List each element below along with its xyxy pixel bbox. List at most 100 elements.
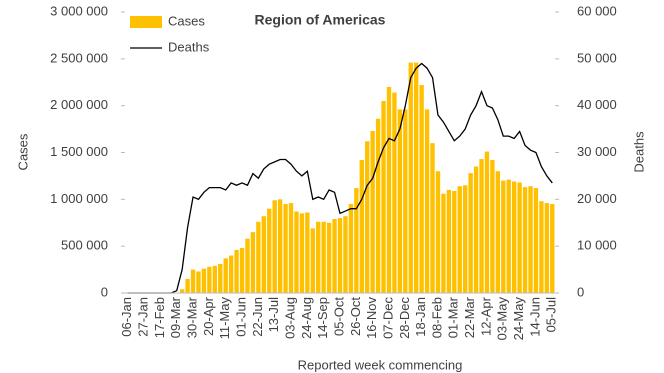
bar xyxy=(403,109,408,293)
y2-tick-label: 50 000 xyxy=(577,50,617,65)
x-tick-label: 03-May xyxy=(495,297,510,341)
bar xyxy=(239,248,245,293)
bar xyxy=(375,118,381,293)
bar xyxy=(179,289,185,293)
bar xyxy=(288,203,294,293)
x-tick-label: 05-Jul xyxy=(544,297,559,333)
y2-tick-label: 10 000 xyxy=(577,238,617,253)
x-tick-label: 14-Sep xyxy=(315,297,330,339)
bar xyxy=(283,204,288,293)
legend-label: Deaths xyxy=(168,39,210,54)
bar xyxy=(528,186,533,293)
bar xyxy=(397,109,403,293)
bar xyxy=(250,232,256,293)
x-axis-label: Reported week commencing xyxy=(298,357,463,372)
bar xyxy=(517,182,522,293)
bar xyxy=(332,219,337,293)
bar xyxy=(490,159,495,293)
bar xyxy=(321,221,326,293)
bar xyxy=(272,200,277,293)
bar xyxy=(441,193,446,293)
y-tick-label: 1 000 000 xyxy=(50,191,108,206)
chart-title: Region of Americas xyxy=(255,12,386,28)
bar xyxy=(256,221,261,293)
bar xyxy=(277,199,283,293)
x-tick-label: 01-Mar xyxy=(446,296,461,338)
x-tick-label: 07-Dec xyxy=(380,297,395,339)
x-tick-label: 27-Jan xyxy=(135,297,150,337)
x-tick-label: 03-Aug xyxy=(282,297,297,339)
x-tick-label: 08-Feb xyxy=(429,297,444,338)
bar xyxy=(310,228,315,293)
deaths-line xyxy=(127,62,553,294)
y-tick-label: 500 000 xyxy=(61,238,108,253)
bar xyxy=(218,263,223,293)
bar xyxy=(185,278,190,293)
bar xyxy=(435,171,441,293)
bar xyxy=(484,151,490,293)
bar xyxy=(267,208,272,293)
x-tick-label: 26-Oct xyxy=(348,297,363,336)
x-tick-label: 18-Jan xyxy=(413,297,428,337)
y-tick-label: 2 500 000 xyxy=(50,50,108,65)
bar xyxy=(326,222,332,293)
y2-tick-label: 0 xyxy=(577,284,584,299)
bar xyxy=(468,173,473,293)
x-tick-label: 17-Feb xyxy=(152,297,167,338)
bar xyxy=(501,180,506,293)
bar xyxy=(354,188,359,293)
bar xyxy=(550,204,555,293)
bar xyxy=(392,92,397,293)
legend-label: Cases xyxy=(168,13,205,28)
x-tick-label: 24-May xyxy=(511,297,526,341)
bar xyxy=(234,249,239,293)
bar xyxy=(522,187,528,293)
x-tick-label: 09-Mar xyxy=(168,296,183,338)
bar xyxy=(539,201,544,293)
x-tick-label: 01-Jun xyxy=(233,297,248,337)
bar xyxy=(343,216,348,293)
bar xyxy=(419,85,424,293)
bar xyxy=(544,203,550,293)
bar xyxy=(348,204,354,293)
bar xyxy=(457,186,462,293)
x-tick-label: 20-Apr xyxy=(201,296,216,336)
y-tick-label: 0 xyxy=(101,284,108,299)
bar xyxy=(495,171,501,293)
bar xyxy=(370,130,375,293)
bar xyxy=(196,271,201,293)
y2-tick-label: 40 000 xyxy=(577,97,617,112)
bar xyxy=(316,221,321,293)
bar xyxy=(446,189,452,293)
y-axis-label: Cases xyxy=(15,133,30,170)
bar xyxy=(261,216,266,293)
bar xyxy=(381,100,386,293)
bar xyxy=(506,179,511,293)
x-tick-label: 11-May xyxy=(217,297,232,340)
bar xyxy=(386,86,392,293)
bar xyxy=(473,166,479,293)
x-tick-label: 06-Jan xyxy=(119,297,134,337)
bar xyxy=(212,265,217,293)
x-tick-label: 14-Jun xyxy=(527,297,542,337)
bar xyxy=(294,211,299,293)
bar xyxy=(463,185,468,293)
y2-tick-label: 30 000 xyxy=(577,144,617,159)
bar xyxy=(359,159,364,293)
bar xyxy=(533,188,539,293)
bar xyxy=(245,238,250,293)
bar xyxy=(223,258,228,293)
bar xyxy=(201,268,207,293)
y-tick-label: 2 000 000 xyxy=(50,97,108,112)
bar xyxy=(365,141,370,293)
x-tick-label: 22-Mar xyxy=(462,296,477,338)
bar xyxy=(299,213,305,293)
y2-axis-label: Deaths xyxy=(631,131,646,173)
y2-tick-label: 60 000 xyxy=(577,3,617,18)
x-tick-label: 30-Mar xyxy=(184,296,199,338)
bar xyxy=(305,212,310,293)
x-tick-label: 05-Oct xyxy=(331,297,346,336)
bar xyxy=(424,109,430,293)
bar xyxy=(452,190,457,293)
